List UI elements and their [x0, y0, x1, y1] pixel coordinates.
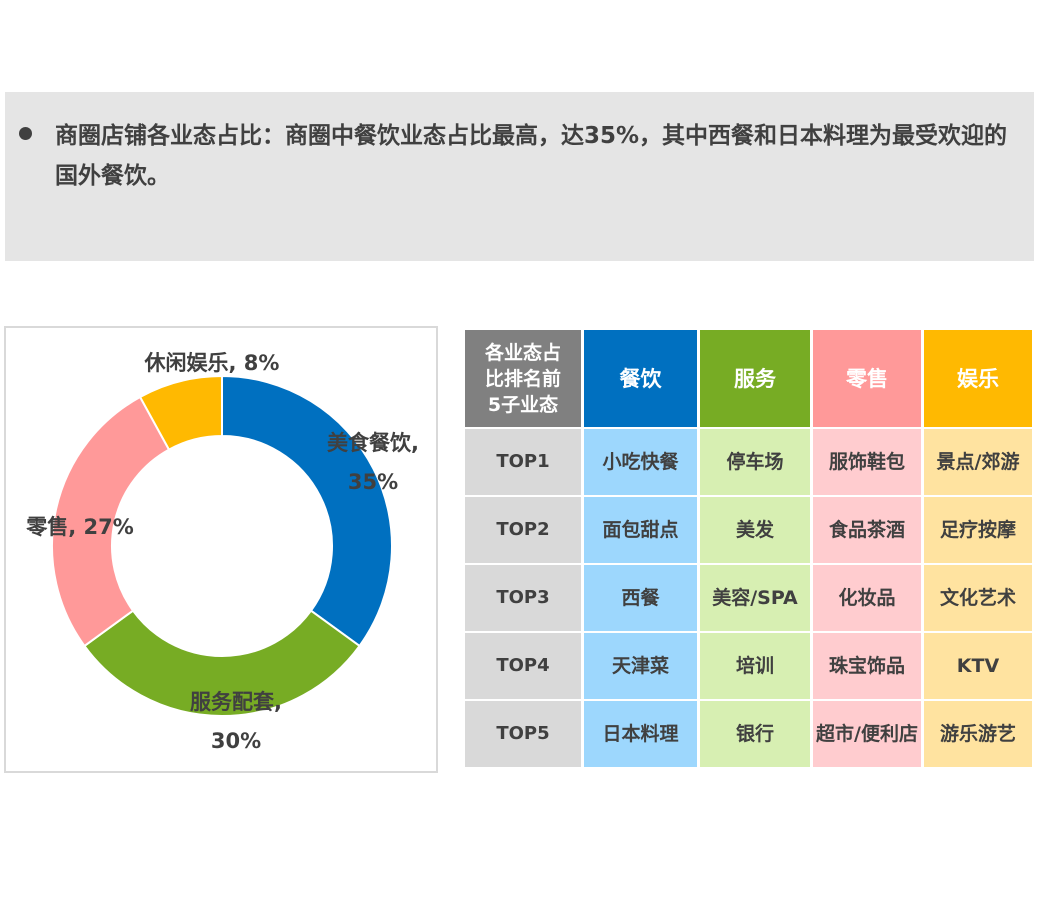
- table-cell: 超市/便利店: [813, 701, 921, 767]
- table-cell: 美发: [700, 497, 810, 563]
- donut-slice: [138, 374, 223, 451]
- row-header: TOP5: [465, 701, 581, 767]
- table-row: TOP5 日本料理 银行 超市/便利店 游乐游艺: [465, 701, 1032, 767]
- column-header-retail: 零售: [813, 330, 921, 427]
- corner-line-2: 比排名前: [484, 367, 561, 390]
- table-row: TOP2 面包甜点 美发 食品茶酒 足疗按摩: [465, 497, 1032, 563]
- table-row: TOP4 天津菜 培训 珠宝饰品 KTV: [465, 633, 1032, 699]
- table-cell: KTV: [924, 633, 1032, 699]
- table-cell: 小吃快餐: [584, 429, 697, 495]
- donut-slice: [83, 609, 361, 717]
- table-cell: 食品茶酒: [813, 497, 921, 563]
- row-header: TOP1: [465, 429, 581, 495]
- data-label: 服务配套,: [190, 690, 282, 714]
- table-cell: 服饰鞋包: [813, 429, 921, 495]
- donut-chart: 美食餐饮, 35% 服务配套, 30% 零售, 27% 休闲娱乐, 8%: [25, 351, 419, 753]
- data-label: 35%: [348, 470, 398, 494]
- table-cell: 足疗按摩: [924, 497, 1032, 563]
- row-header: TOP2: [465, 497, 581, 563]
- row-header: TOP3: [465, 565, 581, 631]
- table-cell: 文化艺术: [924, 565, 1032, 631]
- column-header-dining: 餐饮: [584, 330, 697, 427]
- data-label: 休闲娱乐, 8%: [144, 351, 280, 375]
- table-cell: 景点/郊游: [924, 429, 1032, 495]
- corner-line-1: 各业态占: [484, 341, 561, 364]
- column-header-entertainment: 娱乐: [924, 330, 1032, 427]
- table-cell: 日本料理: [584, 701, 697, 767]
- column-header-service: 服务: [700, 330, 810, 427]
- table-cell: 美容/SPA: [700, 565, 810, 631]
- table-row: TOP1 小吃快餐 停车场 服饰鞋包 景点/郊游: [465, 429, 1032, 495]
- donut-slice: [221, 374, 393, 648]
- table-cell: 天津菜: [584, 633, 697, 699]
- row-header: TOP4: [465, 633, 581, 699]
- table-cell: 游乐游艺: [924, 701, 1032, 767]
- bullet-icon: [19, 127, 32, 140]
- summary-text: 商圈店铺各业态占比：商圈中餐饮业态占比最高，达35%，其中西餐和日本料理为最受欢…: [55, 123, 1008, 189]
- donut-chart-panel: 美食餐饮, 35% 服务配套, 30% 零售, 27% 休闲娱乐, 8%: [4, 326, 438, 773]
- table-cell: 停车场: [700, 429, 810, 495]
- table-header-row: 各业态占 比排名前 5子业态 餐饮 服务 零售 娱乐: [465, 330, 1032, 427]
- table-row: TOP3 西餐 美容/SPA 化妆品 文化艺术: [465, 565, 1032, 631]
- data-label: 美食餐饮,: [327, 431, 419, 455]
- table-cell: 珠宝饰品: [813, 633, 921, 699]
- table-cell: 银行: [700, 701, 810, 767]
- summary-panel: [5, 92, 1034, 261]
- table-cell: 培训: [700, 633, 810, 699]
- table-cell: 西餐: [584, 565, 697, 631]
- table-corner-header: 各业态占 比排名前 5子业态: [465, 330, 581, 427]
- data-label: 零售, 27%: [25, 515, 134, 539]
- data-label: 30%: [211, 729, 261, 753]
- table-cell: 化妆品: [813, 565, 921, 631]
- top5-table: 各业态占 比排名前 5子业态 餐饮 服务 零售 娱乐 TOP1 小吃快餐 停车场…: [462, 328, 1035, 769]
- table-cell: 面包甜点: [584, 497, 697, 563]
- corner-line-3: 5子业态: [487, 393, 559, 416]
- donut-slice: [51, 395, 171, 648]
